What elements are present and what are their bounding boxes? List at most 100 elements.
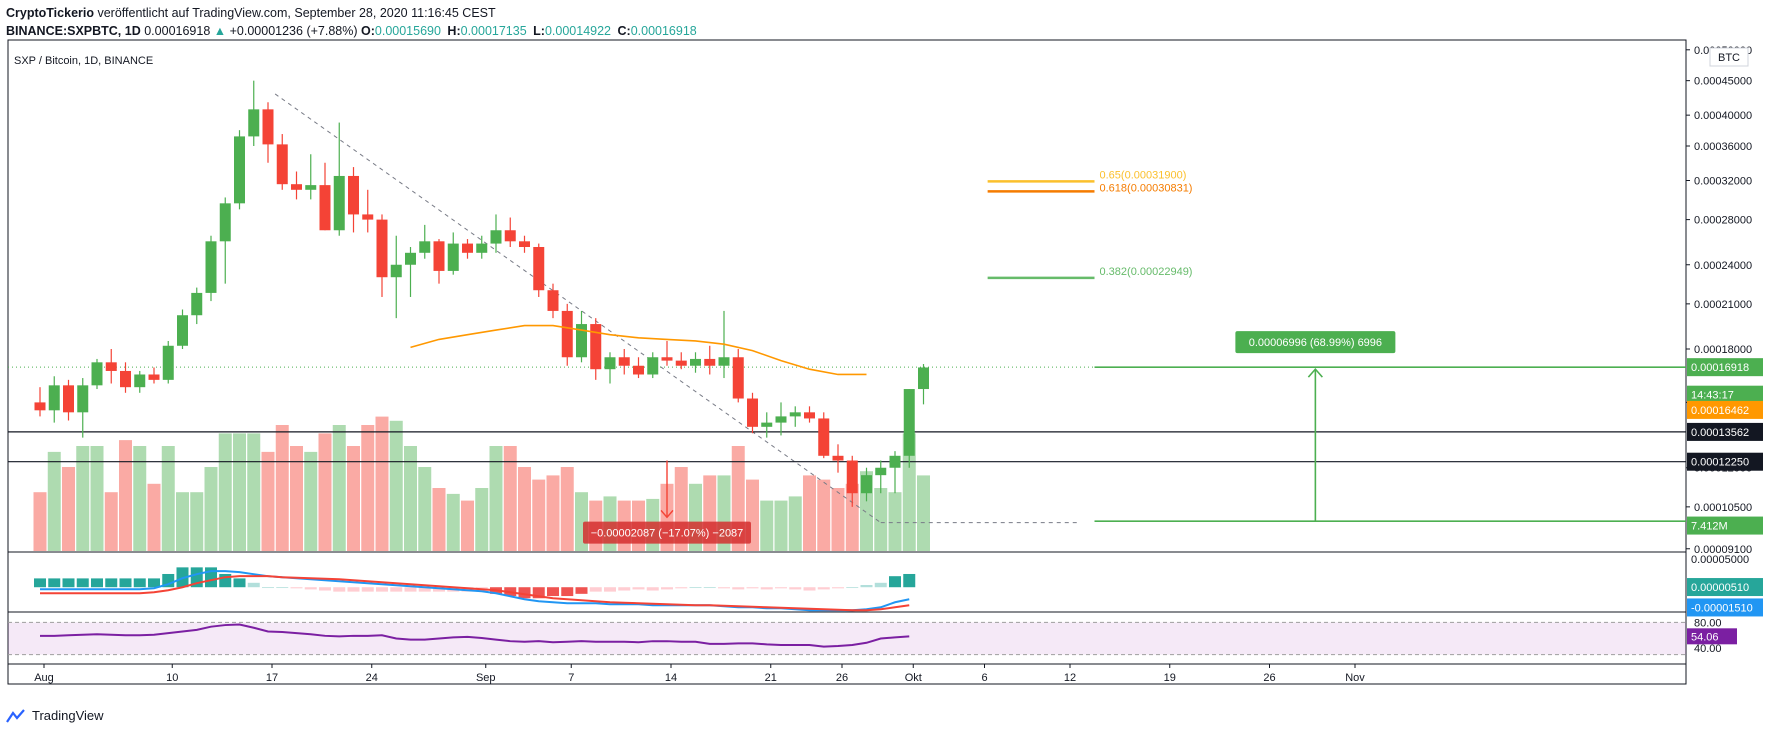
macd-hist-bar bbox=[903, 573, 916, 588]
y-tick-label: 0.00036000 bbox=[1694, 141, 1752, 153]
macd-hist-bar bbox=[675, 587, 688, 589]
candle-body bbox=[775, 416, 787, 423]
x-tick-label: 24 bbox=[366, 672, 378, 684]
volume-bar bbox=[290, 446, 303, 551]
candle-body bbox=[248, 109, 260, 137]
candle-body bbox=[219, 203, 231, 242]
y-tick-label: 0.00010500 bbox=[1694, 502, 1752, 514]
candle-body bbox=[661, 357, 673, 361]
volume-bar bbox=[518, 467, 531, 551]
trend-line bbox=[274, 93, 882, 524]
price-label-box bbox=[1687, 422, 1763, 441]
volume-bar bbox=[432, 488, 446, 551]
candle-body bbox=[191, 292, 203, 316]
candle-body bbox=[205, 241, 217, 293]
macd-label: 0.00005000 bbox=[1691, 554, 1749, 566]
price-label: 0.00016462 bbox=[1691, 405, 1749, 417]
macd-hist-bar bbox=[91, 578, 103, 588]
price-axis[interactable]: 0.000500000.000450000.000400000.00036000… bbox=[1686, 45, 1763, 655]
candle-body bbox=[533, 246, 545, 291]
x-tick-label: 7 bbox=[568, 672, 574, 684]
candle-body bbox=[889, 455, 901, 468]
macd-hist-bar bbox=[361, 587, 374, 592]
volume-bar bbox=[361, 425, 375, 551]
candle-body bbox=[918, 367, 929, 390]
macd-hist-bar bbox=[547, 587, 559, 597]
macd-hist-bar bbox=[589, 587, 602, 592]
candle-body bbox=[547, 290, 559, 311]
y-tick-label: 0.00024000 bbox=[1694, 260, 1752, 272]
macd-label-box bbox=[1687, 578, 1763, 597]
footer-brand[interactable]: TradingView bbox=[32, 708, 104, 723]
volume-bar bbox=[546, 475, 560, 551]
macd-hist-bar bbox=[789, 587, 802, 590]
volume-bar bbox=[261, 451, 275, 551]
low-label: L: bbox=[533, 24, 545, 38]
low-value: 0.00014922 bbox=[544, 24, 612, 38]
annotations: 0.65(0.00031900)0.618(0.00030831) 0.382(0… bbox=[583, 169, 1686, 544]
macd-hist-bar bbox=[319, 587, 331, 591]
macd-hist-bar bbox=[718, 587, 730, 589]
macd-hist-bar bbox=[333, 587, 346, 592]
time-axis[interactable]: Aug 10 17 24 Sep 7 14 21 26 Okt 6 12 19 26 Nov bbox=[34, 664, 1365, 684]
candle-body bbox=[832, 455, 844, 461]
candle-body bbox=[34, 402, 46, 411]
macd-hist-bar bbox=[76, 578, 89, 588]
macd-hist-bar bbox=[817, 587, 830, 590]
candle-body bbox=[476, 243, 488, 253]
macd-hist-bar bbox=[775, 587, 787, 589]
candle-body bbox=[105, 362, 117, 371]
candle-body bbox=[77, 385, 89, 413]
currency-badge-box[interactable] bbox=[1709, 47, 1749, 67]
volume-bar bbox=[90, 446, 104, 551]
candle-body bbox=[576, 324, 587, 358]
volume-bar bbox=[446, 493, 460, 551]
candle-body bbox=[604, 357, 616, 370]
candle-body bbox=[348, 175, 359, 215]
pane-title: SXP / Bitcoin, 1D, BINANCE bbox=[14, 55, 153, 67]
x-tick-label: 19 bbox=[1164, 672, 1176, 684]
macd-hist-bar bbox=[532, 587, 545, 599]
price-label: 0.00013562 bbox=[1691, 427, 1749, 439]
candle-body bbox=[433, 241, 445, 271]
drop-label: −0.00002087 (−17.07%) −2087 bbox=[591, 528, 744, 540]
macd-label: 0.00000510 bbox=[1691, 582, 1749, 594]
rsi-pane bbox=[8, 621, 1686, 656]
macd-hist-bar bbox=[304, 587, 317, 590]
volume-bar bbox=[133, 446, 147, 551]
macd-hist-bar bbox=[376, 587, 388, 592]
x-tick-label: 17 bbox=[266, 672, 278, 684]
volume-bar bbox=[318, 433, 332, 551]
y-tick-label: 0.00045000 bbox=[1694, 76, 1752, 88]
x-tick-label: Nov bbox=[1345, 672, 1365, 684]
candle-body bbox=[319, 185, 331, 231]
volume-bar bbox=[788, 496, 802, 551]
candle-body bbox=[291, 184, 302, 190]
target-label: 0.00006996 (68.99%) 6996 bbox=[1249, 337, 1382, 349]
macd-hist-bar bbox=[119, 578, 132, 588]
rsi-band bbox=[8, 622, 1686, 655]
candle-body bbox=[490, 230, 502, 244]
y-tick-label: 0.00028000 bbox=[1694, 215, 1752, 227]
candle-body bbox=[761, 422, 773, 427]
macd-hist-bar bbox=[290, 587, 303, 589]
macd-hist-bar bbox=[632, 587, 645, 590]
x-tick-label: 26 bbox=[836, 672, 848, 684]
volume-bar bbox=[347, 446, 360, 551]
close-label: C: bbox=[617, 24, 631, 38]
candle-body bbox=[390, 264, 402, 278]
candle-body bbox=[447, 243, 459, 271]
macd-hist-bar bbox=[732, 587, 745, 590]
candle-body bbox=[177, 315, 188, 346]
x-tick-label: 21 bbox=[765, 672, 777, 684]
currency-badge[interactable]: BTC bbox=[1718, 52, 1740, 64]
symbol[interactable]: BINANCE:SXPBTC, 1D bbox=[6, 24, 141, 38]
volume-bar bbox=[774, 500, 788, 551]
candle-body bbox=[561, 310, 573, 358]
volume-bar bbox=[817, 479, 831, 551]
x-tick-label: 14 bbox=[665, 672, 677, 684]
publisher[interactable]: CryptoTickerio bbox=[6, 6, 94, 20]
candle-body bbox=[690, 358, 701, 366]
macd-hist-bar bbox=[48, 578, 61, 588]
